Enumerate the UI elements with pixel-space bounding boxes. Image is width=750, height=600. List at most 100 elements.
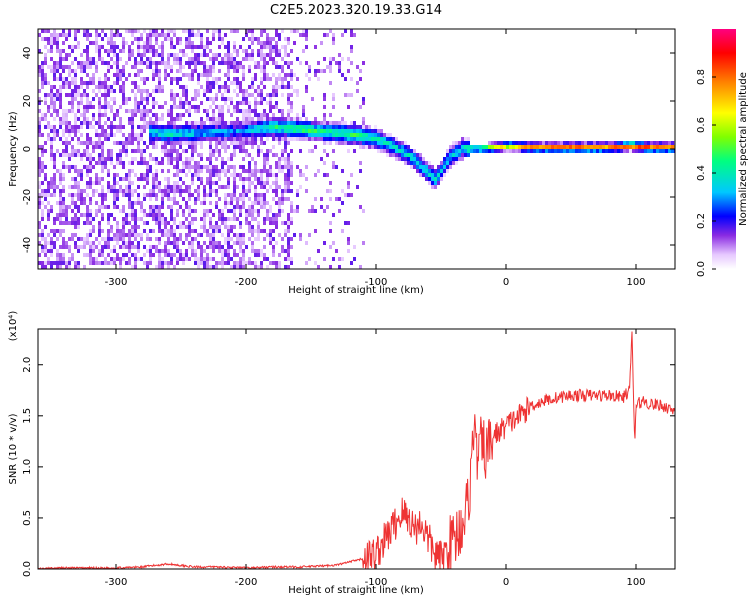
heatmap-cell bbox=[86, 145, 89, 149]
heatmap-cell bbox=[125, 221, 128, 225]
heatmap-cell bbox=[287, 129, 290, 133]
heatmap-cell bbox=[62, 185, 65, 189]
heatmap-cell bbox=[179, 157, 182, 161]
heatmap-cell bbox=[248, 45, 251, 49]
heatmap-cell bbox=[284, 73, 287, 77]
heatmap-cell bbox=[116, 33, 119, 37]
heatmap-cell bbox=[53, 93, 56, 97]
heatmap-cell bbox=[236, 141, 239, 145]
heatmap-cell bbox=[266, 117, 269, 121]
heatmap-cell bbox=[236, 81, 239, 85]
heatmap-cell bbox=[56, 185, 59, 189]
heatmap-cell bbox=[131, 233, 134, 237]
heatmap-cell bbox=[140, 117, 143, 121]
heatmap-cell bbox=[77, 41, 80, 45]
heatmap-cell bbox=[257, 113, 260, 117]
heatmap-cell bbox=[143, 53, 146, 57]
heatmap-cell bbox=[152, 73, 155, 77]
heatmap-cell bbox=[317, 133, 320, 137]
heatmap-cell bbox=[554, 141, 557, 145]
heatmap-cell bbox=[191, 221, 194, 225]
heatmap-cell bbox=[518, 145, 521, 149]
heatmap-cell bbox=[344, 221, 347, 225]
heatmap-cell bbox=[38, 181, 41, 185]
heatmap-cell bbox=[107, 153, 110, 157]
heatmap-cell bbox=[86, 61, 89, 65]
heatmap-cell bbox=[77, 185, 80, 189]
heatmap-cell bbox=[89, 153, 92, 157]
heatmap-cell bbox=[128, 233, 131, 237]
heatmap-cell bbox=[305, 33, 308, 37]
heatmap-cell bbox=[656, 145, 659, 149]
heatmap-cell bbox=[155, 137, 158, 141]
heatmap-cell bbox=[581, 149, 584, 153]
heatmap-cell bbox=[281, 165, 284, 169]
heatmap-cell bbox=[569, 149, 572, 153]
heatmap-cell bbox=[98, 101, 101, 105]
heatmap-cell bbox=[257, 49, 260, 53]
heatmap-cell bbox=[635, 141, 638, 145]
heatmap-cell bbox=[416, 161, 419, 165]
heatmap-cell bbox=[254, 237, 257, 241]
heatmap-cell bbox=[242, 109, 245, 113]
y-tick-label: 1.0 bbox=[22, 459, 33, 475]
heatmap-cell bbox=[263, 133, 266, 137]
heatmap-cell bbox=[266, 73, 269, 77]
heatmap-cell bbox=[47, 249, 50, 253]
heatmap-cell bbox=[329, 133, 332, 137]
heatmap-cell bbox=[140, 101, 143, 105]
heatmap-cell bbox=[179, 137, 182, 141]
heatmap-cell bbox=[239, 221, 242, 225]
x-tick-label: -300 bbox=[105, 277, 128, 288]
heatmap-cell bbox=[563, 141, 566, 145]
heatmap-cell bbox=[140, 257, 143, 261]
heatmap-cell bbox=[323, 93, 326, 97]
heatmap-cell bbox=[278, 141, 281, 145]
heatmap-cell bbox=[92, 241, 95, 245]
heatmap-cell bbox=[149, 45, 152, 49]
heatmap-cell bbox=[44, 29, 47, 33]
heatmap-cell bbox=[266, 173, 269, 177]
heatmap-cell bbox=[257, 101, 260, 105]
heatmap-cell bbox=[170, 261, 173, 265]
heatmap-cell bbox=[278, 125, 281, 129]
heatmap-cell bbox=[170, 93, 173, 97]
heatmap-cell bbox=[353, 257, 356, 261]
heatmap-cell bbox=[221, 161, 224, 165]
heatmap-cell bbox=[284, 177, 287, 181]
heatmap-cell bbox=[290, 121, 293, 125]
heatmap-cell bbox=[224, 33, 227, 37]
heatmap-cell bbox=[506, 149, 509, 153]
heatmap-cell bbox=[134, 189, 137, 193]
heatmap-cell bbox=[95, 181, 98, 185]
heatmap-cell bbox=[38, 173, 41, 177]
heatmap-cell bbox=[266, 213, 269, 217]
heatmap-cell bbox=[329, 221, 332, 225]
heatmap-cell bbox=[122, 177, 125, 181]
heatmap-cell bbox=[101, 61, 104, 65]
heatmap-cell bbox=[122, 125, 125, 129]
heatmap-cell bbox=[176, 77, 179, 81]
heatmap-cell bbox=[251, 77, 254, 81]
heatmap-cell bbox=[494, 149, 497, 153]
heatmap-cell bbox=[287, 61, 290, 65]
heatmap-cell bbox=[41, 193, 44, 197]
heatmap-cell bbox=[125, 241, 128, 245]
heatmap-cell bbox=[62, 229, 65, 233]
heatmap-cell bbox=[497, 141, 500, 145]
heatmap-cell bbox=[140, 89, 143, 93]
heatmap-cell bbox=[233, 233, 236, 237]
heatmap-cell bbox=[83, 113, 86, 117]
heatmap-cell bbox=[209, 57, 212, 61]
heatmap-cell bbox=[200, 153, 203, 157]
heatmap-cell bbox=[272, 229, 275, 233]
colorbar-tick-label: 0.4 bbox=[696, 165, 707, 181]
heatmap-cell bbox=[236, 85, 239, 89]
heatmap-cell bbox=[143, 41, 146, 45]
heatmap-cell bbox=[341, 121, 344, 125]
heatmap-cell bbox=[176, 141, 179, 145]
heatmap-cell bbox=[230, 209, 233, 213]
heatmap-cell bbox=[80, 201, 83, 205]
heatmap-cell bbox=[38, 129, 41, 133]
